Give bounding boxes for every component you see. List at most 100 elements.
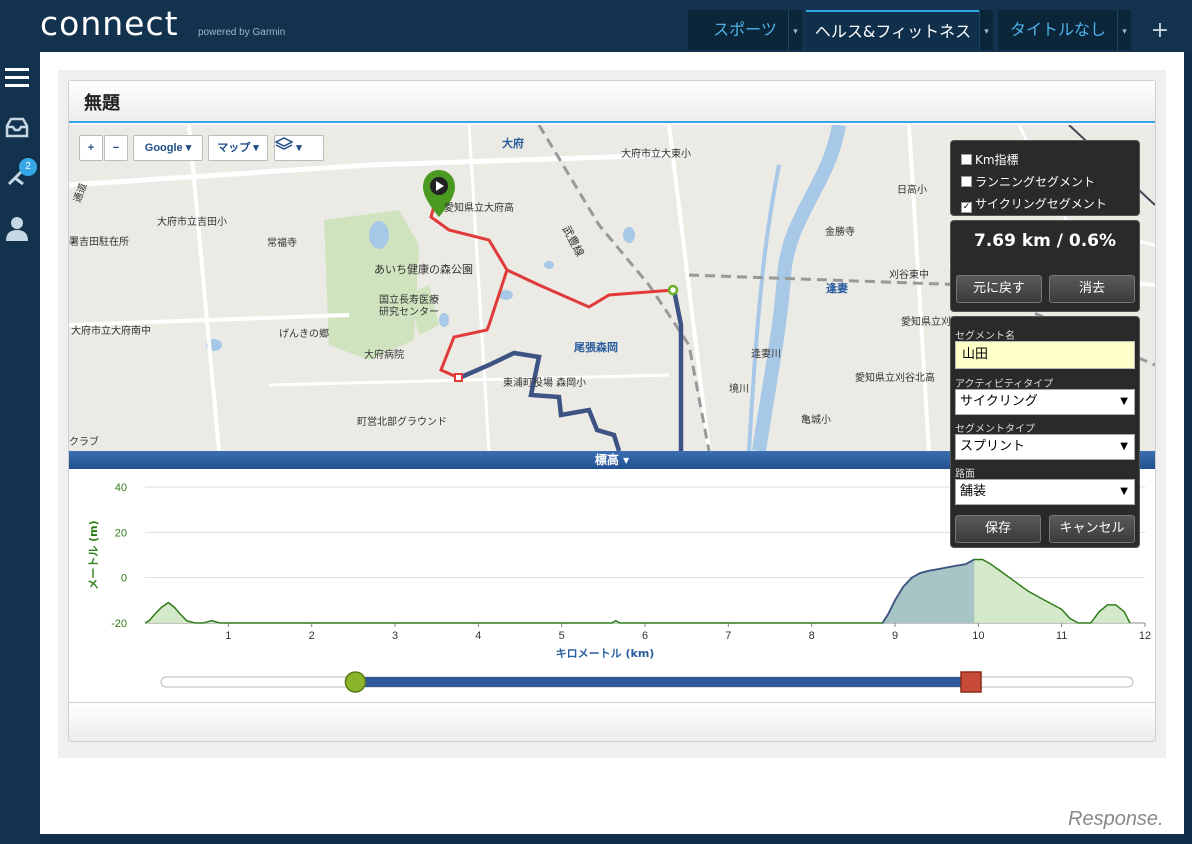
clear-button[interactable]: 消去 <box>1049 275 1135 303</box>
km-markers-label: Km指標 <box>975 153 1019 167</box>
user-icon[interactable] <box>3 214 33 244</box>
segment-type-value: スプリント <box>960 439 1026 454</box>
y-axis-label: メートル (m) <box>87 520 100 589</box>
map-label: げんきの郷 <box>279 329 329 340</box>
x-axis-label: キロメートル (km) <box>556 647 655 659</box>
map-label: 大府市立吉田小 <box>157 217 227 228</box>
x-tick-label: 2 <box>309 630 315 642</box>
cancel-button[interactable]: キャンセル <box>1049 515 1135 543</box>
running-segments-checkbox[interactable] <box>961 176 972 187</box>
segment-name-input[interactable]: 山田 <box>955 341 1135 369</box>
map-type-label: マップ <box>217 142 251 154</box>
map-label: 尾張森岡 <box>574 341 618 354</box>
running-segments-option[interactable]: ランニングセグメント <box>961 173 1095 190</box>
inbox-icon[interactable] <box>3 114 33 144</box>
y-tick-label: 0 <box>121 573 127 585</box>
map-label: 東浦町役場 森岡小 <box>503 378 587 389</box>
map-label: 日高小 <box>897 185 927 196</box>
layers-dropdown[interactable]: ▾ <box>274 135 324 161</box>
slider-end-handle[interactable] <box>960 671 982 693</box>
selected-elevation-line <box>881 558 975 624</box>
map-label: 常福寺 <box>267 238 297 249</box>
elevation-toggle[interactable]: 標高 ▾ <box>69 451 1155 469</box>
segment-form-panel: セグメント名 山田 アクティビティタイプ サイクリング ▼ セグメントタイプ スプ… <box>950 316 1140 548</box>
zoom-out-button[interactable]: − <box>104 135 128 161</box>
tab-untitled-caret[interactable]: ▾ <box>1117 10 1131 50</box>
tab-sports[interactable]: スポーツ <box>688 10 802 50</box>
x-tick-label: 3 <box>392 630 398 642</box>
segment-type-select[interactable]: スプリント ▼ <box>955 434 1135 460</box>
undo-button[interactable]: 元に戻す <box>956 275 1042 303</box>
connections-icon[interactable] <box>3 164 33 194</box>
segment-options-panel: Km指標 ランニングセグメント ✓ サイクリングセグメント <box>950 140 1140 216</box>
chevron-down-icon: ▼ <box>1120 486 1128 497</box>
panel-title-bar: 無題 <box>69 81 1155 123</box>
map-label: 逢妻川 <box>751 349 781 360</box>
tab-health-fitness[interactable]: ヘルス&フィットネス <box>806 10 980 50</box>
y-tick-label: 20 <box>115 527 127 539</box>
add-tab-button[interactable]: + <box>1150 18 1170 43</box>
map-label: 逢妻 <box>826 282 848 295</box>
x-tick-label: 11 <box>1056 630 1067 642</box>
tab-untitled[interactable]: タイトルなし <box>998 10 1118 50</box>
map-provider-dropdown[interactable]: Google ▾ <box>133 135 203 161</box>
slider-start-handle[interactable] <box>344 671 367 693</box>
cycling-segments-checkbox[interactable]: ✓ <box>961 202 972 213</box>
x-tick-label: 9 <box>892 630 898 642</box>
panel-footer <box>69 703 1155 741</box>
x-tick-label: 4 <box>475 630 481 642</box>
tab-health-fitness-caret[interactable]: ▾ <box>979 10 993 50</box>
map-label: 国立長寿医療 <box>379 295 439 306</box>
map-label: 境川 <box>729 384 749 395</box>
running-segments-label: ランニングセグメント <box>975 175 1096 189</box>
map-label: クラブ <box>69 437 99 448</box>
menu-icon[interactable] <box>3 64 33 94</box>
x-tick-label: 6 <box>642 630 648 642</box>
map-label: 大府市立大府南中 <box>71 326 151 337</box>
tab-sports-caret[interactable]: ▾ <box>788 10 802 50</box>
map-label: 大府病院 <box>364 350 404 361</box>
km-markers-checkbox[interactable] <box>961 154 972 165</box>
x-tick-label: 8 <box>809 630 815 642</box>
map-label: 町営北部グラウンド <box>357 417 447 428</box>
selected-elevation-area <box>882 559 975 623</box>
chevron-down-icon: ▼ <box>1120 441 1128 452</box>
segment-type-label: セグメントタイプ <box>955 424 1035 435</box>
range-slider <box>69 659 1155 703</box>
logo[interactable]: connect <box>40 4 179 43</box>
x-tick-label: 12 <box>1139 630 1151 642</box>
segment-name-label: セグメント名 <box>955 331 1015 342</box>
zoom-in-button[interactable]: + <box>79 135 103 161</box>
layers-icon <box>275 137 293 150</box>
map-label: 亀城小 <box>801 415 831 426</box>
surface-select[interactable]: 舗装 ▼ <box>955 479 1135 505</box>
activity-type-label: アクティビティタイプ <box>955 379 1054 390</box>
map-label: 研究センター <box>379 307 439 318</box>
km-markers-option[interactable]: Km指標 <box>961 151 1019 168</box>
x-tick-label: 5 <box>559 630 565 642</box>
save-button[interactable]: 保存 <box>955 515 1041 543</box>
map-canvas <box>69 125 1155 451</box>
segment-distance: 7.69 km / 0.6% <box>973 231 1117 251</box>
elevation-area <box>145 559 1130 623</box>
y-tick-label: -20 <box>111 618 127 630</box>
map-label: 金勝寺 <box>825 227 855 238</box>
activity-type-select[interactable]: サイクリング ▼ <box>955 389 1135 415</box>
slider-selected-range[interactable] <box>355 677 971 687</box>
map-label: 愛知県立刈谷工業高 <box>901 317 991 328</box>
map-label: 愛知県立大府高 <box>444 203 514 214</box>
page-title: 無題 <box>84 93 120 114</box>
x-tick-label: 10 <box>972 630 984 642</box>
watermark: Response. <box>1068 808 1164 830</box>
map-label: 大府 <box>502 137 524 150</box>
cycling-segments-label: サイクリングセグメント <box>975 197 1107 211</box>
logo-subtitle: powered by Garmin <box>198 27 286 38</box>
map-label: 署吉田駐在所 <box>69 237 129 248</box>
map-type-dropdown[interactable]: マップ ▾ <box>208 135 268 161</box>
map-provider-label: Google <box>144 142 183 154</box>
map-label: あいち健康の森公園 <box>374 263 473 276</box>
map-label: 大府市立大東小 <box>621 149 691 160</box>
cycling-segments-option[interactable]: ✓ サイクリングセグメント <box>961 195 1107 213</box>
segment-distance-panel: 7.69 km / 0.6% 元に戻す 消去 <box>950 220 1140 312</box>
